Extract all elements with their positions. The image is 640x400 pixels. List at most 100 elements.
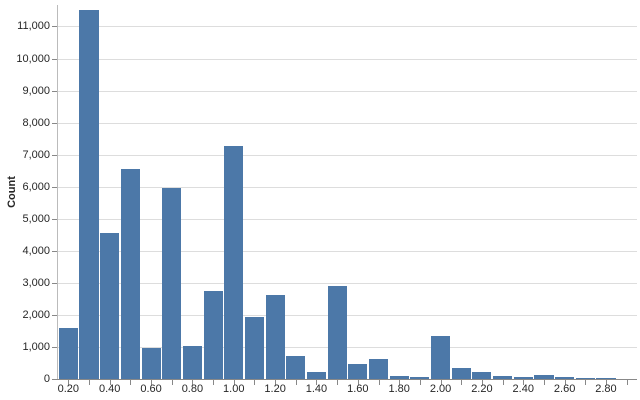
histogram-bar — [79, 10, 99, 379]
histogram-bar — [224, 145, 244, 379]
x-tick-label: 2.60 — [553, 383, 576, 395]
gridline — [58, 187, 637, 188]
y-tick — [52, 251, 57, 252]
histogram-bar — [596, 378, 616, 379]
y-tick-label: 4,000 — [22, 245, 50, 257]
histogram-bar — [120, 169, 140, 379]
histogram-bar — [265, 295, 285, 379]
x-tick — [585, 380, 587, 385]
y-tick-label: 0 — [43, 373, 50, 385]
y-tick — [52, 379, 57, 380]
gridline — [58, 59, 637, 60]
y-tick — [52, 155, 57, 156]
histogram-bar — [141, 347, 161, 379]
x-tick — [605, 380, 607, 385]
y-axis-line — [57, 5, 58, 379]
x-tick — [399, 380, 401, 385]
x-tick — [543, 380, 545, 385]
histogram-bar — [348, 363, 368, 379]
x-tick — [151, 380, 153, 385]
x-tick — [130, 380, 132, 385]
x-tick — [213, 380, 215, 385]
x-tick — [481, 380, 483, 385]
x-axis-line — [57, 379, 637, 380]
x-tick — [419, 380, 421, 385]
gridline — [58, 283, 637, 284]
x-tick-label: 1.40 — [305, 383, 328, 395]
x-tick — [275, 380, 277, 385]
x-tick — [502, 380, 504, 385]
x-tick — [89, 380, 91, 385]
x-tick-label: 2.80 — [595, 383, 617, 395]
x-tick-label: 2.20 — [471, 383, 493, 395]
gridline — [58, 315, 637, 316]
histogram-bar — [368, 359, 389, 379]
histogram-bar — [244, 316, 265, 379]
gridline — [58, 251, 637, 252]
histogram-bar — [203, 290, 223, 379]
histogram-bar — [493, 375, 513, 379]
y-tick — [52, 187, 57, 188]
y-tick — [52, 219, 57, 220]
histogram-bar — [431, 336, 451, 379]
x-tick — [440, 380, 442, 385]
histogram-bar — [451, 367, 471, 379]
histogram-bar — [513, 376, 533, 379]
histogram-bar — [410, 377, 430, 379]
y-tick — [52, 347, 57, 348]
gridline — [58, 26, 637, 27]
y-tick-label: 11,000 — [17, 20, 50, 32]
y-tick — [52, 283, 57, 284]
x-tick-label: 0.80 — [181, 383, 204, 395]
x-tick — [68, 380, 70, 385]
x-tick-label: 2.00 — [429, 383, 452, 395]
x-tick — [109, 380, 111, 385]
x-tick-label: 1.80 — [388, 383, 410, 395]
histogram-bar — [534, 374, 554, 379]
y-tick-label: 7,000 — [22, 149, 50, 161]
y-tick-label: 6,000 — [22, 181, 50, 193]
histogram-bar — [100, 232, 120, 379]
histogram-bar — [306, 371, 327, 379]
y-tick-label: 2,000 — [22, 309, 50, 321]
x-tick — [357, 380, 359, 385]
x-tick-label: 2.40 — [512, 383, 534, 395]
y-tick-label: 5,000 — [22, 213, 50, 225]
x-tick — [461, 380, 463, 385]
histogram-bar — [58, 327, 78, 379]
histogram-bar — [575, 377, 595, 379]
y-tick-label: 1,000 — [22, 341, 50, 353]
y-tick — [52, 91, 57, 92]
gridline — [58, 123, 637, 124]
y-tick-label: 3,000 — [22, 277, 50, 289]
x-tick-label: 1.00 — [223, 383, 245, 395]
x-tick-label: 1.60 — [347, 383, 369, 395]
x-tick — [626, 380, 628, 385]
y-tick — [52, 315, 57, 316]
x-tick — [378, 380, 380, 385]
x-tick — [171, 380, 173, 385]
histogram-bar — [389, 376, 409, 379]
histogram-bar — [182, 346, 202, 379]
y-tick — [52, 59, 57, 60]
histogram-bar — [472, 372, 492, 379]
x-tick — [233, 380, 235, 385]
x-tick — [192, 380, 194, 385]
y-tick-label: 8,000 — [22, 117, 50, 129]
plot-area — [58, 5, 637, 379]
x-tick — [523, 380, 525, 385]
y-tick-label: 10,000 — [16, 53, 50, 65]
histogram-bar — [327, 286, 347, 379]
y-tick-label: 9,000 — [22, 85, 50, 97]
x-tick-label: 0.40 — [98, 383, 121, 395]
x-tick — [337, 380, 339, 385]
x-tick — [564, 380, 566, 385]
x-tick — [316, 380, 318, 385]
y-tick — [52, 123, 57, 124]
y-tick — [52, 26, 57, 27]
x-tick — [254, 380, 256, 385]
x-tick — [295, 380, 297, 385]
x-tick-label: 0.60 — [140, 383, 162, 395]
gridline — [58, 91, 637, 92]
